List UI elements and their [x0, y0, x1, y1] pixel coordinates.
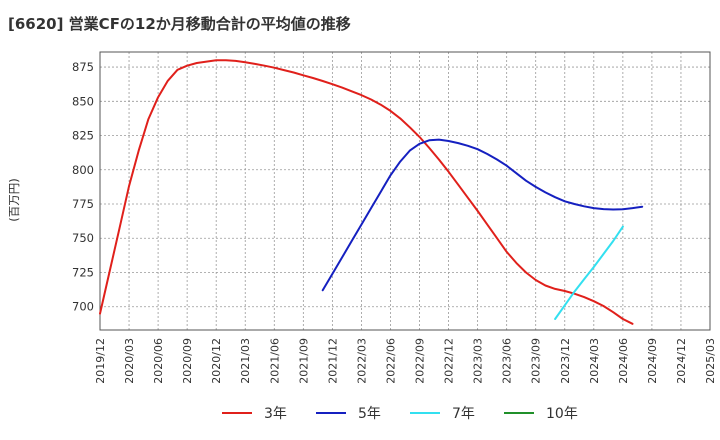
x-tick-label: 2024/09 — [646, 338, 659, 384]
x-tick-label: 2023/03 — [472, 338, 485, 384]
series-line-0 — [99, 59, 634, 325]
x-tick-label: 2022/03 — [355, 338, 368, 384]
x-tick-label: 2019/12 — [94, 338, 107, 384]
x-tick-label: 2022/12 — [443, 338, 456, 384]
y-tick-label: 750 — [72, 231, 94, 245]
series-line-1 — [321, 138, 644, 292]
y-tick-label: 775 — [72, 197, 94, 211]
legend-label-2: 7年 — [452, 406, 475, 422]
x-tick-label: 2024/12 — [675, 338, 688, 384]
y-axis-label: (百万円) — [7, 178, 21, 221]
legend-label-3: 10年 — [546, 406, 578, 422]
x-tick-label: 2020/09 — [181, 338, 194, 384]
x-tick-label: 2022/06 — [384, 338, 397, 384]
y-tick-label: 825 — [72, 129, 94, 143]
x-tick-label: 2023/12 — [559, 338, 572, 384]
legend-label-1: 5年 — [358, 406, 381, 422]
x-tick-label: 2020/06 — [152, 338, 165, 384]
x-tick-label: 2024/06 — [617, 338, 630, 384]
y-tick-labels: 700 725 750 775 800 825 850 875 — [72, 60, 94, 314]
x-tick-label: 2021/12 — [326, 338, 339, 384]
plot-frame — [99, 51, 711, 331]
x-tick-label: 2021/09 — [297, 338, 310, 384]
x-tick-label: 2020/12 — [210, 338, 223, 384]
y-tick-label: 850 — [72, 94, 94, 108]
x-tick-label: 2021/06 — [268, 338, 281, 384]
legend: 3年 5年 7年 10年 — [222, 406, 578, 422]
y-tick-label: 725 — [72, 265, 94, 279]
grid-layer — [99, 52, 711, 330]
x-tick-label: 2023/09 — [530, 338, 543, 384]
series-line-2 — [554, 225, 624, 320]
x-tick-label: 2021/03 — [239, 338, 252, 384]
x-tick-label: 2023/06 — [501, 338, 514, 384]
x-tick-label: 2020/03 — [123, 338, 136, 384]
x-tick-label: 2024/03 — [588, 338, 601, 384]
y-tick-label: 800 — [72, 163, 94, 177]
x-tick-labels: 2019/12 2020/03 2020/06 2020/09 2020/12 2021/… — [94, 338, 717, 384]
series-layer — [99, 59, 644, 325]
chart-title: [6620] 営業CFの12か月移動合計の平均値の推移 — [8, 15, 351, 33]
x-tick-label: 2025/03 — [704, 338, 717, 384]
legend-label-0: 3年 — [264, 406, 287, 422]
y-tick-label: 875 — [72, 60, 94, 74]
y-tick-label: 700 — [72, 300, 94, 314]
x-tick-label: 2022/09 — [414, 338, 427, 384]
